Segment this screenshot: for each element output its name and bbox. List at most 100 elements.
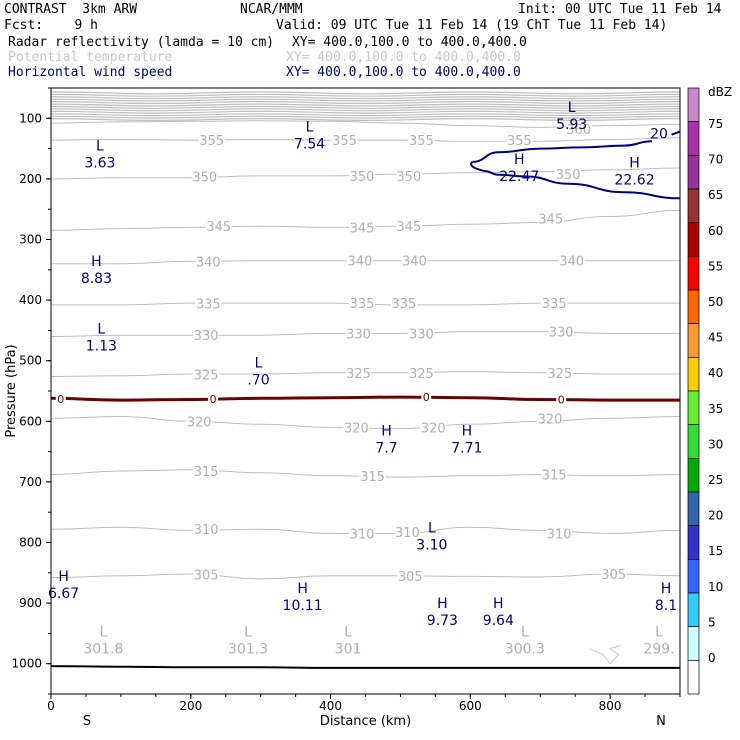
theta-label-bg bbox=[555, 167, 582, 181]
colorbar-swatch bbox=[687, 424, 700, 459]
theta-label: 330 bbox=[409, 327, 434, 342]
theta-label-bg bbox=[346, 253, 373, 267]
theta-band-line bbox=[50, 93, 681, 97]
theta-label: 345 bbox=[350, 221, 375, 236]
theta-label: 305 bbox=[194, 569, 219, 584]
x-tick-label: 800 bbox=[599, 699, 622, 713]
theta-band-line bbox=[50, 110, 681, 114]
theta-label-bg bbox=[408, 365, 435, 379]
colorbar-swatch bbox=[687, 558, 700, 594]
colorbar-swatch bbox=[687, 255, 700, 291]
theta-label-bg bbox=[343, 420, 370, 434]
y-axis-title: Pressure (hPa) bbox=[4, 344, 19, 437]
extremum-l-marker: L bbox=[244, 625, 252, 641]
theta-label-bg bbox=[205, 219, 232, 233]
extremum-value: 9.64 bbox=[483, 613, 514, 629]
colorbar-level: 45 bbox=[708, 331, 723, 345]
theta-label: 335 bbox=[196, 298, 221, 313]
colorbar-swatch bbox=[687, 592, 700, 628]
theta-label-bg bbox=[349, 296, 376, 310]
extremum-value: 301 bbox=[335, 642, 362, 658]
extremum-value: 10.11 bbox=[283, 598, 323, 614]
chart-title: CONTRAST 3km ARW bbox=[4, 2, 138, 17]
colorbar-level: 55 bbox=[708, 259, 723, 273]
x-tick-label: 200 bbox=[179, 699, 202, 713]
forecast-hour: Fcst: 9 h bbox=[4, 18, 98, 33]
colorbar-swatch bbox=[687, 188, 700, 224]
theta-label-bg bbox=[193, 328, 220, 342]
theta-label-bg bbox=[349, 220, 376, 234]
theta-label: 310 bbox=[547, 527, 572, 542]
colorbar-swatch bbox=[687, 289, 700, 325]
y-tick-label: 500 bbox=[19, 354, 42, 368]
theta-label: 310 bbox=[395, 526, 420, 541]
theta-label-bg bbox=[395, 168, 422, 182]
extremum-h-marker: H bbox=[661, 581, 672, 597]
extremum-h-marker: H bbox=[58, 569, 69, 585]
extremum-h-marker: H bbox=[493, 596, 504, 612]
theta-band-line bbox=[50, 117, 681, 122]
theta-label-bg bbox=[394, 525, 421, 539]
wind-contour-20 bbox=[470, 161, 681, 200]
field-wind-name: Horizontal wind speed bbox=[8, 65, 173, 80]
theta-band-line bbox=[50, 100, 681, 105]
field-theta-xy: XY= 400.0,100.0 to 400.0,400.0 bbox=[286, 50, 521, 65]
theta-label-bg bbox=[541, 467, 568, 481]
theta-band-line bbox=[50, 108, 681, 112]
theta-label: 350 bbox=[192, 170, 217, 185]
theta-label: 335 bbox=[542, 297, 567, 312]
colorbar-level: 70 bbox=[708, 153, 723, 167]
extremum-l-marker: L bbox=[306, 119, 314, 135]
theta-label: 330 bbox=[346, 327, 371, 342]
theta-label-bg bbox=[548, 324, 575, 338]
zero-label-bg bbox=[55, 392, 66, 404]
extremum-h-marker: H bbox=[381, 423, 392, 439]
extremum-value: 3.10 bbox=[416, 537, 447, 553]
extremum-value: 5.93 bbox=[556, 117, 587, 133]
theta-label: 355 bbox=[199, 134, 224, 149]
theta-label: 315 bbox=[542, 469, 567, 484]
theta-label-bg bbox=[349, 168, 376, 182]
colorbar-swatch bbox=[687, 659, 700, 695]
field-theta-name: Potential temperature bbox=[8, 50, 173, 65]
theta-contour-305 bbox=[50, 573, 681, 580]
x-axis-end-right: N bbox=[656, 714, 666, 729]
extremum-value: 7.54 bbox=[294, 136, 325, 152]
colorbar-swatch bbox=[687, 356, 700, 392]
colorbar-level: 30 bbox=[708, 437, 723, 451]
extremum-l-marker: L bbox=[255, 356, 263, 372]
wind-contour-20-edge bbox=[671, 130, 681, 136]
zero-dbz-line bbox=[50, 395, 680, 402]
x-axis-title: Distance (km) bbox=[320, 714, 411, 729]
colorbar-swatch bbox=[687, 525, 700, 560]
y-tick-label: 900 bbox=[19, 596, 42, 610]
zero-dbz-label: 0 bbox=[423, 391, 430, 404]
upper-theta-band bbox=[50, 91, 681, 122]
extremum-value: 1.13 bbox=[86, 339, 117, 355]
theta-label-bg bbox=[193, 367, 220, 381]
theta-label-bg bbox=[541, 296, 568, 310]
theta-band-line bbox=[50, 96, 681, 100]
theta-label: 340 bbox=[347, 255, 372, 270]
colorbar-level: 10 bbox=[708, 580, 723, 594]
theta-label-bg bbox=[345, 326, 372, 340]
theta-label-bg bbox=[506, 133, 533, 147]
extremum-l-marker: L bbox=[428, 520, 436, 536]
theta-label: 315 bbox=[194, 465, 219, 480]
colorbar-level: 50 bbox=[708, 295, 723, 309]
theta-label: 320 bbox=[538, 412, 563, 427]
colorbar-level: 65 bbox=[708, 188, 723, 202]
organization: NCAR/MMM bbox=[240, 2, 303, 17]
theta-label: 345 bbox=[396, 220, 421, 235]
theta-label-bg bbox=[193, 463, 220, 477]
colorbar-level: 15 bbox=[708, 544, 723, 558]
theta-label-bg bbox=[191, 169, 218, 183]
colorbar-level: 35 bbox=[708, 402, 723, 416]
y-tick-label: 1000 bbox=[11, 657, 42, 671]
extremum-value: 22.47 bbox=[499, 169, 539, 185]
extremum-value: 299. bbox=[643, 642, 674, 658]
theta-label-bg bbox=[349, 526, 376, 540]
y-tick-label: 200 bbox=[19, 172, 42, 186]
